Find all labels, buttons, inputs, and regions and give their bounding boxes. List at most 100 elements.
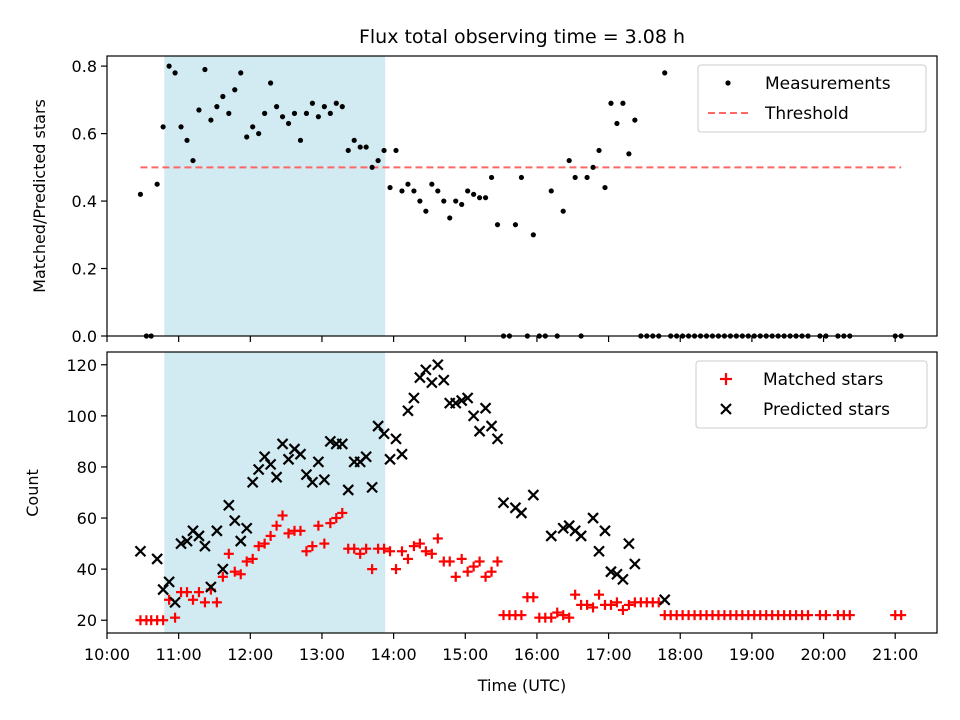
ratio-panel: 0.00.20.40.60.8 Matched/Predicted stars … — [30, 55, 938, 346]
measurement-point — [232, 87, 238, 93]
predicted-star-point — [199, 540, 211, 552]
ratio-x-ticks — [106, 336, 896, 342]
predicted-star-point — [420, 364, 432, 376]
observing-window-shade — [164, 56, 386, 336]
predicted-star-point — [629, 558, 641, 570]
matched-star-point — [337, 507, 348, 518]
predicted-star-point — [426, 376, 438, 389]
matched-star-point — [379, 543, 390, 554]
measurement-point — [435, 188, 441, 194]
matched-star-point — [313, 520, 324, 531]
predicted-star-point — [557, 522, 569, 535]
predicted-star-point — [342, 484, 355, 496]
x-tick-label: 19:00 — [729, 645, 775, 664]
matched-star-point — [307, 541, 318, 552]
matched-star-point — [229, 566, 240, 577]
predicted-star-point — [324, 435, 337, 448]
matched-star-point — [283, 528, 294, 539]
measurement-point — [273, 104, 280, 110]
measurement-point — [351, 137, 357, 143]
measurement-point — [399, 188, 405, 194]
predicted-star-point — [312, 456, 325, 468]
measurement-point — [160, 124, 166, 130]
x-tick-label: 21:00 — [872, 645, 918, 664]
predicted-legend-label: Predicted stars — [763, 400, 890, 420]
predicted-star-point — [485, 420, 498, 432]
predicted-star-point — [246, 476, 259, 489]
measurement-point — [220, 93, 226, 100]
predicted-legend-marker — [720, 403, 732, 415]
matched-star-point — [456, 553, 467, 564]
x-tick-label: 20:00 — [800, 645, 846, 664]
measurement-point — [572, 174, 578, 181]
measurement-point — [441, 198, 447, 204]
predicted-star-point — [402, 404, 414, 417]
ratio-y-ticks: 0.0 0.2 0.4 0.6 0.8 — [72, 57, 107, 346]
matched-star-point — [552, 607, 563, 618]
matched-star-point — [223, 548, 234, 559]
matched-star-point — [450, 571, 461, 582]
predicted-star-point — [264, 458, 277, 471]
x-tick-label: 18:00 — [657, 645, 703, 664]
matched-star-point — [492, 556, 503, 567]
matched-star-point — [396, 546, 407, 557]
matched-star-point — [253, 541, 264, 552]
matched-star-point — [623, 599, 634, 610]
measurement-point — [584, 174, 590, 181]
measurement-point — [608, 100, 614, 106]
matched-star-point — [391, 564, 402, 575]
ratio-plot-frame — [106, 55, 938, 337]
measurement-point — [411, 188, 417, 194]
measurement-point — [262, 110, 268, 116]
matched-star-point — [241, 556, 252, 567]
predicted-star-point — [449, 397, 462, 409]
x-tick-label: 10:00 — [84, 645, 130, 664]
chart-title: Flux total observing time = 3.08 h — [359, 26, 685, 48]
matched-star-point — [211, 597, 222, 608]
measurements-legend-marker — [725, 80, 731, 86]
matched-star-point — [605, 599, 616, 610]
measurement-point — [369, 164, 375, 170]
measurement-point — [327, 110, 333, 116]
measurement-point — [477, 195, 483, 201]
x-tick-label: 14:00 — [371, 645, 417, 664]
measurement-point — [626, 151, 632, 157]
predicted-star-point — [366, 481, 378, 494]
predicted-star-point — [318, 473, 331, 486]
predicted-star-point — [623, 537, 635, 550]
count-legend-box — [695, 360, 928, 429]
predicted-star-point — [336, 438, 349, 450]
matched-star-point — [265, 530, 276, 541]
measurement-point — [238, 70, 244, 76]
matched-star-point — [896, 610, 907, 621]
measurement-point — [423, 208, 429, 214]
matched-stars-points — [135, 507, 907, 626]
matched-star-point — [367, 564, 378, 575]
matched-star-point — [432, 533, 443, 544]
x-tick-label: 17:00 — [586, 645, 632, 664]
predicted-star-point — [205, 581, 217, 593]
predicted-star-point — [306, 476, 319, 489]
measurement-point — [512, 222, 519, 228]
predicted-star-point — [396, 448, 408, 460]
predicted-star-point — [294, 448, 307, 460]
matched-star-point — [187, 594, 198, 605]
predicted-star-point — [181, 535, 193, 547]
measurement-point — [345, 147, 351, 154]
predicted-star-point — [467, 410, 480, 422]
x-tick-label: 11:00 — [156, 645, 202, 664]
matched-star-point — [331, 513, 342, 524]
matched-star-point — [319, 538, 330, 549]
measurement-point — [279, 114, 286, 120]
predicted-star-point — [258, 450, 271, 463]
ratio-legend: Measurements Threshold — [697, 64, 927, 133]
y-tick-label: 120 — [66, 356, 97, 375]
y-tick-label: 40 — [77, 560, 97, 579]
measurement-point — [393, 147, 399, 154]
matched-star-point — [611, 597, 622, 608]
matched-star-point — [516, 610, 527, 621]
measurement-point — [602, 184, 608, 191]
measurement-point — [357, 144, 363, 150]
matched-star-point — [486, 566, 497, 577]
matched-star-point — [277, 510, 288, 521]
